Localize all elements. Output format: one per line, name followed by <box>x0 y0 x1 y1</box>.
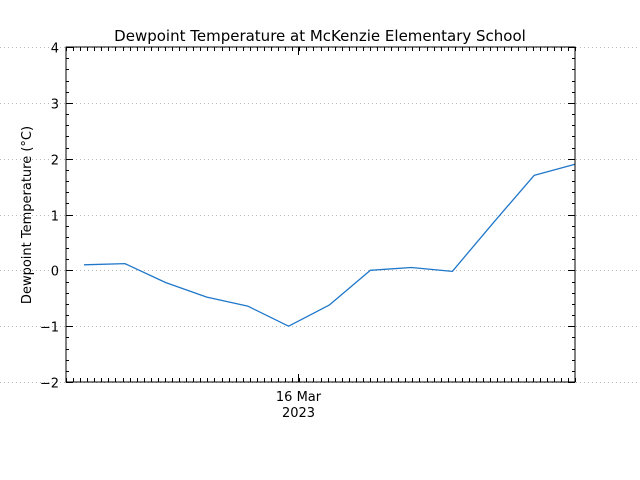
dewpoint-series-line <box>83 163 576 327</box>
x-tick-label-year: 2023 <box>282 406 315 421</box>
series-layer <box>83 163 576 327</box>
y-axis-label: Dewpoint Temperature (°C) <box>20 126 35 304</box>
x-tick-label-date: 16 Mar <box>276 390 322 405</box>
y-tick-label: 2 <box>51 154 59 169</box>
chart-title: Dewpoint Temperature at McKenzie Element… <box>114 27 526 45</box>
y-tick-label: 1 <box>51 210 59 225</box>
axis-ticks <box>66 47 576 383</box>
y-tick-label: −1 <box>40 321 59 336</box>
y-tick-label: 4 <box>51 42 59 57</box>
y-tick-label: 0 <box>51 265 59 280</box>
plot-frame <box>65 46 576 383</box>
y-tick-label: −2 <box>40 377 59 392</box>
gridlines <box>0 47 640 383</box>
y-tick-label: 3 <box>51 98 59 113</box>
